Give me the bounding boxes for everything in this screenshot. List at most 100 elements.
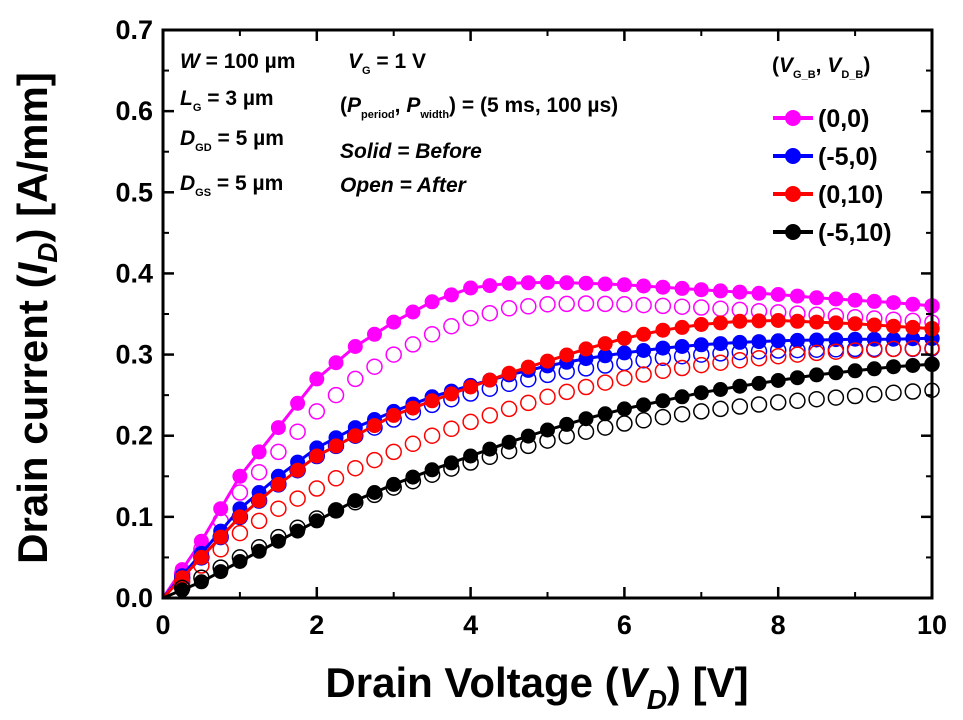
data-point: [866, 341, 883, 358]
data-point: [443, 317, 460, 335]
data-point: [789, 288, 805, 304]
data-point: [827, 343, 845, 360]
y-tick-label: 0.6: [115, 96, 153, 126]
data-point: [213, 501, 229, 517]
data-point: [327, 502, 345, 519]
data-point: [693, 282, 709, 298]
data-point: [539, 388, 556, 406]
data-point: [713, 382, 728, 397]
data-point: [231, 484, 249, 501]
data-point: [809, 290, 825, 306]
data-point: [616, 369, 633, 387]
legend: (VG_B, VD_B) (0,0) (-5,0) (0,10) (-5,10): [772, 54, 892, 247]
legend-item: (-5,0): [773, 143, 878, 171]
data-point: [213, 564, 229, 580]
data-point: [789, 341, 806, 359]
data-point: [366, 486, 383, 504]
data-point: [347, 459, 364, 477]
data-point: [905, 319, 921, 335]
data-point: [577, 360, 595, 377]
data-point: [559, 275, 575, 291]
data-point: [404, 472, 422, 490]
data-point: [578, 275, 594, 291]
data-point: [654, 297, 672, 315]
data-point: [423, 326, 441, 343]
legend-marker: [785, 186, 801, 202]
data-point: [616, 401, 632, 417]
data-point: [462, 413, 479, 431]
data-point: [597, 406, 613, 422]
data-point: [789, 313, 805, 329]
data-point: [847, 292, 863, 308]
data-point: [769, 342, 787, 359]
data-point: [463, 379, 479, 395]
data-point: [404, 336, 422, 353]
data-point: [289, 423, 306, 440]
data-point: [347, 494, 364, 511]
y-tick-label: 0.7: [115, 15, 153, 45]
data-point: [482, 372, 498, 388]
data-point: [847, 316, 863, 332]
data-point: [596, 357, 614, 374]
data-point: [846, 387, 864, 405]
data-point: [770, 373, 786, 388]
data-point: [251, 543, 267, 559]
data-point: [347, 339, 363, 354]
y-tick-label: 0.1: [115, 502, 153, 532]
data-point: [828, 315, 844, 331]
data-point: [290, 395, 306, 411]
data-point: [232, 554, 248, 569]
data-point: [636, 326, 652, 342]
data-point: [578, 411, 594, 427]
legend-item: (0,10): [773, 181, 883, 209]
data-point: [251, 493, 267, 509]
data-point: [635, 352, 652, 369]
data-point: [577, 295, 595, 312]
data-point: [655, 279, 671, 295]
data-point: [596, 295, 614, 313]
x-tick-label: 4: [463, 610, 478, 640]
data-point: [501, 365, 517, 381]
data-point: [905, 296, 921, 312]
data-point: [770, 287, 786, 302]
data-point: [751, 285, 767, 301]
data-point: [886, 295, 901, 311]
data-point: [866, 317, 882, 333]
data-point: [231, 549, 249, 566]
data-point: [443, 386, 459, 402]
data-point: [193, 574, 209, 590]
data-point: [463, 280, 479, 296]
data-point: [232, 509, 248, 525]
x-tick-label: 0: [155, 610, 170, 640]
data-point: [308, 510, 326, 527]
data-point: [712, 354, 729, 371]
data-point: [712, 300, 729, 317]
data-point: [693, 317, 709, 332]
data-point: [232, 468, 248, 484]
series-(-5,10)-filled: [162, 356, 940, 600]
series-(0,0)-filled: [161, 274, 940, 599]
data-point: [636, 278, 652, 294]
data-point: [731, 398, 749, 415]
data-point: [308, 480, 326, 497]
y-tick-label: 0.4: [115, 258, 153, 288]
data-point: [327, 470, 345, 487]
data-point: [328, 438, 344, 454]
data-point: [905, 358, 921, 373]
data-point: [501, 434, 517, 450]
data-point: [732, 378, 748, 394]
data-point: [385, 479, 402, 496]
data-point: [577, 378, 595, 396]
data-point: [712, 400, 729, 418]
data-point: [366, 358, 383, 375]
data-point: [289, 490, 306, 507]
data-point: [886, 318, 901, 334]
data-point: [500, 442, 518, 460]
data-point: [712, 345, 729, 362]
data-point: [347, 428, 363, 444]
data-point: [635, 366, 652, 383]
y-tick-label: 0.0: [115, 583, 153, 613]
data-point: [655, 393, 671, 409]
data-point: [250, 512, 268, 530]
series-(0,10)-filled: [161, 313, 940, 600]
